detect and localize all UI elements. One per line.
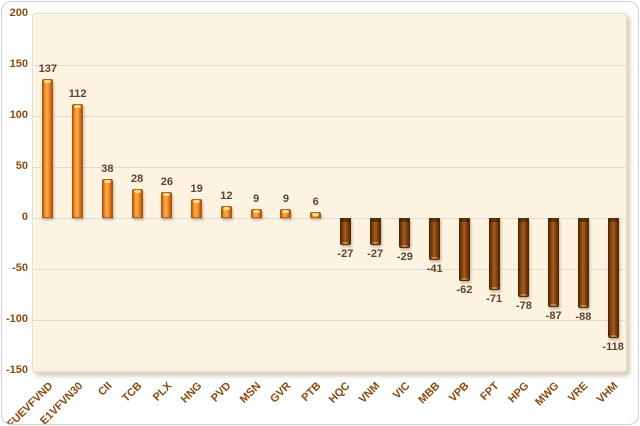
gridline-150 xyxy=(33,65,626,67)
bar-MWG[interactable] xyxy=(548,218,560,307)
value-label-MBB: -41 xyxy=(426,262,443,275)
bar-GVR[interactable] xyxy=(280,208,292,218)
bar-PVD[interactable] xyxy=(220,205,232,218)
gridline--150 xyxy=(33,370,626,372)
y-tick-label-200: 200 xyxy=(9,7,28,20)
bar-FPT[interactable] xyxy=(488,218,500,291)
value-label-VIC: -29 xyxy=(396,250,413,263)
value-label-PLX: 26 xyxy=(160,175,173,188)
value-label-VNM: -27 xyxy=(367,248,384,261)
gridline--50 xyxy=(33,268,626,270)
plot-area: 137 112 38 28 26 19 12 9 9 6 -27 -27 -29 -41 -62 -71 -78… xyxy=(32,13,627,373)
value-label-MWG: -87 xyxy=(545,309,562,322)
bar-MSN[interactable] xyxy=(250,208,262,218)
bar-HQC[interactable] xyxy=(339,218,351,246)
bar-CII[interactable] xyxy=(101,179,113,218)
value-label-VPB: -62 xyxy=(456,284,473,297)
gridline-0 xyxy=(33,218,626,219)
value-label-HNG: 19 xyxy=(190,182,203,195)
value-label-MSN: 9 xyxy=(253,192,260,205)
y-tick-label-0: 0 xyxy=(21,211,28,223)
bar-HPG[interactable] xyxy=(518,218,530,298)
gridline--100 xyxy=(33,319,626,321)
bar-VRE[interactable] xyxy=(577,218,589,308)
value-label-VHM: -118 xyxy=(602,341,624,354)
bar-PLX[interactable] xyxy=(161,191,173,218)
bar-VNM[interactable] xyxy=(369,218,381,246)
y-tick-label--50: -50 xyxy=(12,261,28,274)
value-label-CII: 38 xyxy=(101,163,114,176)
value-label-PVD: 12 xyxy=(220,189,233,202)
value-label-HPG: -78 xyxy=(515,300,532,313)
y-tick-label-50: 50 xyxy=(15,160,28,173)
bar-TCB[interactable] xyxy=(131,189,143,218)
gridline-50 xyxy=(33,167,626,169)
bar-MBB[interactable] xyxy=(429,218,441,260)
value-label-TCB: 28 xyxy=(131,173,144,186)
bar-VPB[interactable] xyxy=(458,218,470,282)
value-label-VRE: -88 xyxy=(575,310,592,323)
y-tick-label-150: 150 xyxy=(9,58,28,71)
bar-E1VFVN30[interactable] xyxy=(72,103,84,218)
bar-FUEVFVND[interactable] xyxy=(42,78,54,218)
value-label-E1VFVN30: 112 xyxy=(68,87,87,100)
y-tick-label-100: 100 xyxy=(9,109,28,122)
value-label-PTB: 6 xyxy=(312,195,319,208)
bar-PTB[interactable] xyxy=(310,211,322,218)
bar-HNG[interactable] xyxy=(191,198,203,218)
bar-VHM[interactable] xyxy=(607,218,619,339)
value-label-FUEVFVND: 137 xyxy=(38,62,58,75)
value-label-GVR: 9 xyxy=(282,192,289,205)
bar-VIC[interactable] xyxy=(399,218,411,248)
gridline-100 xyxy=(33,116,626,118)
y-tick-label--100: -100 xyxy=(5,312,28,325)
value-label-FPT: -71 xyxy=(486,293,503,306)
y-tick-label--150: -150 xyxy=(5,363,28,376)
value-label-HQC: -27 xyxy=(337,248,354,261)
